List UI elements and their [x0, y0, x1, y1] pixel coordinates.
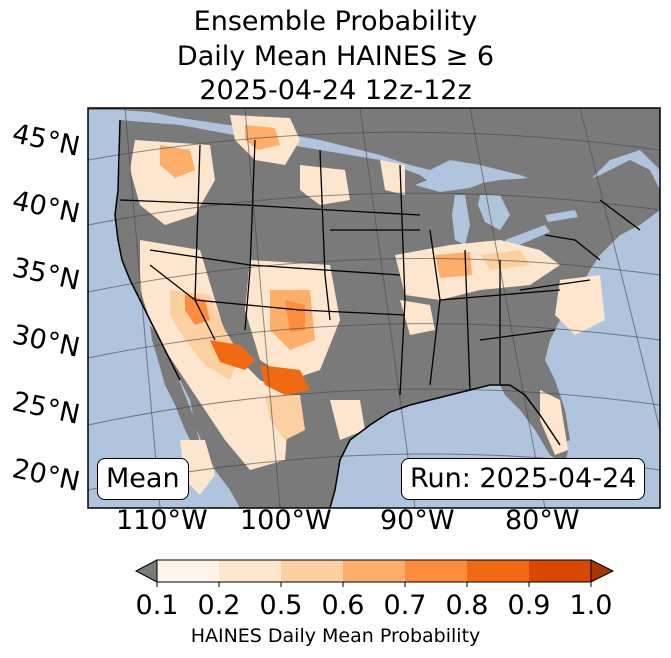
- title-line-1: Ensemble Probability: [193, 6, 478, 37]
- lake-ontario: [545, 210, 578, 222]
- colorbar-tick-2: 0.5: [259, 590, 303, 621]
- colorbar-tick-0: 0.1: [135, 590, 179, 621]
- colorbar-bin-6: [467, 560, 529, 582]
- lon-label-110: 110°W: [116, 505, 208, 536]
- title-line-2: Daily Mean HAINES ≥ 6: [176, 41, 495, 72]
- lon-label-90: 90°W: [380, 505, 455, 536]
- run-box: Run: 2025-04-24: [401, 458, 646, 500]
- colorbar-bin-7: [529, 560, 591, 582]
- colorbar-tick-6: 0.9: [507, 590, 551, 621]
- colorbar-bin-3: [281, 560, 343, 582]
- lake-superior: [415, 172, 490, 192]
- probability-field: [130, 115, 605, 495]
- colorbar-under-arrow: [134, 559, 158, 583]
- colorbar-tick-5: 0.8: [445, 590, 489, 621]
- colorbar-tick-3: 0.6: [321, 590, 365, 621]
- lake-michigan: [452, 195, 470, 245]
- canada-land: [88, 108, 660, 190]
- lon-label-100: 100°W: [240, 505, 332, 536]
- colorbar-over-arrow: [590, 559, 615, 583]
- colorbar-tick-4: 0.7: [383, 590, 427, 621]
- title-line-3: 2025-04-24 12z-12z: [199, 75, 472, 106]
- baja-california: [150, 325, 200, 450]
- colorbar-frame: [156, 559, 592, 583]
- state-borders: [119, 139, 641, 396]
- colorbar-bin-4: [343, 560, 405, 582]
- colorbar-bin-1: [157, 560, 219, 582]
- lake-erie: [505, 225, 550, 248]
- colorbar-bin-2: [219, 560, 281, 582]
- map-frame: [87, 107, 661, 509]
- graticule: [88, 108, 660, 508]
- colorbar-bin-5: [405, 560, 467, 582]
- lon-label-80: 80°W: [505, 505, 580, 536]
- lake-huron: [478, 195, 510, 230]
- colorbar-tick-7: 1.0: [569, 590, 613, 621]
- colorbar-tick-1: 0.2: [197, 590, 241, 621]
- colorbar-label: HAINES Daily Mean Probability: [190, 625, 481, 647]
- coastline: [114, 119, 561, 508]
- stat-box: Mean: [97, 458, 189, 500]
